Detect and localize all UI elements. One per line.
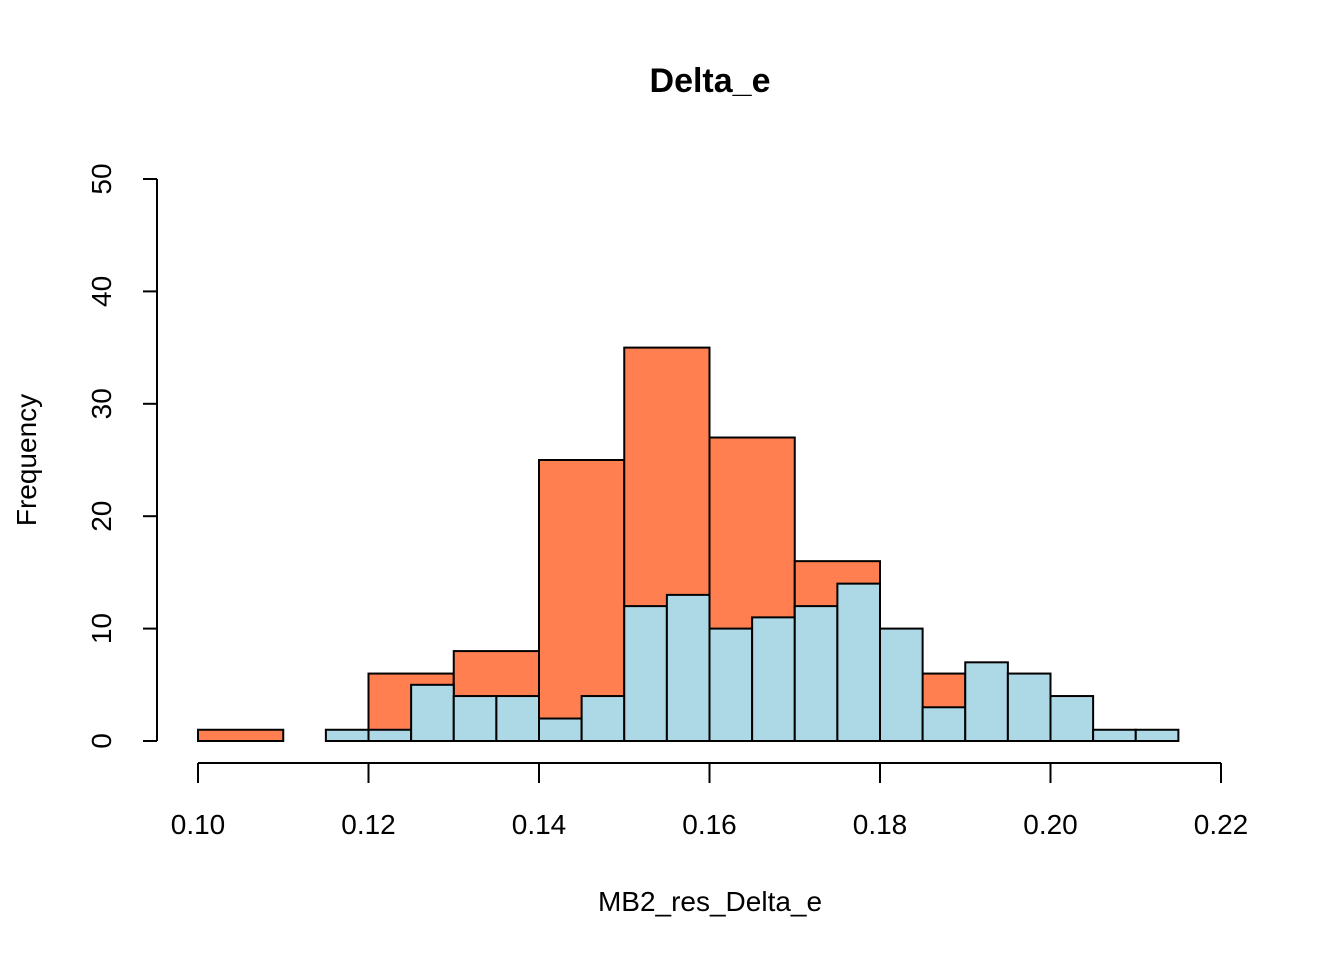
x-tick-label: 0.14: [512, 809, 567, 840]
y-tick-label: 20: [86, 501, 117, 532]
histogram-bar-series-1: [538, 459, 626, 742]
histogram-bar-series-1: [197, 728, 285, 743]
x-tick-label: 0.16: [682, 809, 737, 840]
histogram-bar-series-2: [1006, 672, 1052, 742]
histogram-bar-series-2: [452, 695, 498, 742]
x-tick-label: 0.18: [853, 809, 908, 840]
histogram-bar-series-2: [665, 593, 711, 742]
bars-group: [197, 346, 1180, 743]
histogram-bar-series-2: [495, 695, 540, 742]
histogram-bar-series-2: [367, 728, 413, 743]
histogram-bar-series-2: [324, 728, 370, 743]
x-tick-label: 0.20: [1023, 809, 1078, 840]
x-tick-label: 0.22: [1194, 809, 1249, 840]
histogram-bar-series-2: [623, 605, 668, 742]
histogram-bar-series-2: [1092, 728, 1137, 743]
y-tick-label: 0: [86, 733, 117, 749]
y-tick-label: 50: [86, 163, 117, 194]
histogram-bar-series-2: [580, 695, 626, 742]
histogram-bar-series-2: [410, 683, 455, 742]
y-axis-label: Frequency: [11, 394, 42, 526]
axes-group: 0 10 20 30 40 50 0.10 0.12 0.14 0.16 0.18 0.20 0.22: [86, 163, 1248, 840]
x-tick-label: 0.10: [171, 809, 226, 840]
histogram-bar-series-2: [921, 706, 967, 743]
histogram-bar-series-2: [538, 717, 583, 743]
histogram-bar-series-2: [836, 582, 881, 743]
chart-title: Delta_e: [650, 62, 771, 100]
x-axis-label: MB2_res_Delta_e: [598, 886, 822, 917]
histogram-bar-series-2: [708, 627, 754, 742]
histogram-bar-series-2: [964, 661, 1009, 743]
x-tick-label: 0.12: [341, 809, 396, 840]
histogram-bar-series-2: [793, 605, 839, 742]
histogram-bar-series-2: [1049, 695, 1095, 742]
histogram-bar-series-2: [751, 616, 796, 742]
y-tick-label: 30: [86, 388, 117, 419]
histogram-bar-series-2: [1134, 728, 1180, 743]
histogram-bar-series-2: [879, 627, 924, 742]
y-tick-label: 10: [86, 613, 117, 644]
y-tick-label: 40: [86, 276, 117, 307]
